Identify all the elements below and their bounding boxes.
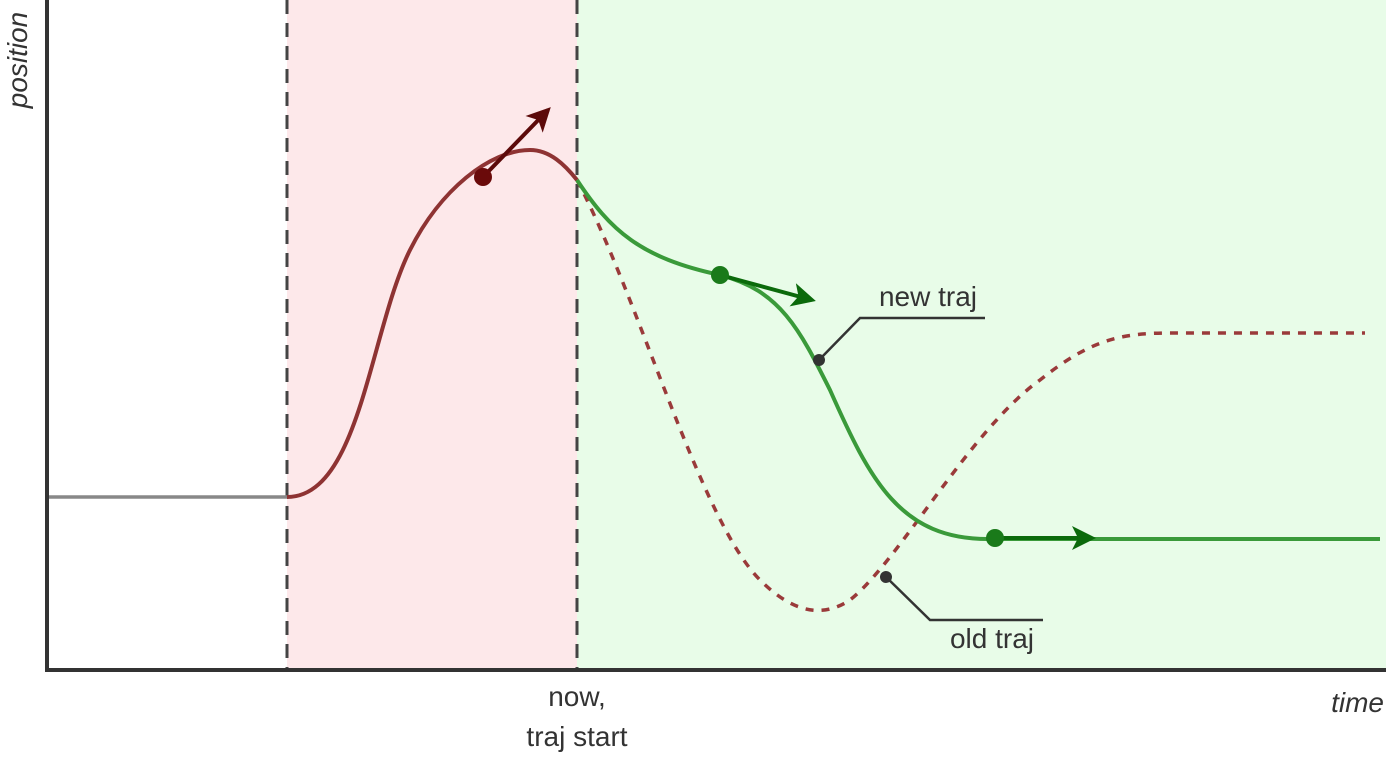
- marker-label: now,: [548, 681, 606, 712]
- y-axis-label: position: [2, 12, 33, 110]
- past-trajectory: [286, 147, 579, 499]
- past-region: [287, 0, 577, 670]
- marker-label: traj start: [526, 721, 627, 752]
- annotation: old traj: [950, 623, 1034, 654]
- point: [474, 168, 492, 186]
- callout-line: [818, 316, 985, 361]
- new-trajectory: [575, 178, 1380, 542]
- x-axis-label: time: [1331, 687, 1384, 718]
- old-trajectory: [575, 179, 1365, 613]
- callout-dot: [880, 571, 892, 583]
- point: [986, 529, 1004, 547]
- callout-line: [885, 576, 1043, 622]
- velocity-arrow: [481, 107, 551, 179]
- velocity-arrow: [719, 273, 816, 307]
- future-region: [577, 0, 1386, 670]
- callout-dot: [813, 354, 825, 366]
- point: [711, 266, 729, 284]
- annotation: new traj: [879, 281, 977, 312]
